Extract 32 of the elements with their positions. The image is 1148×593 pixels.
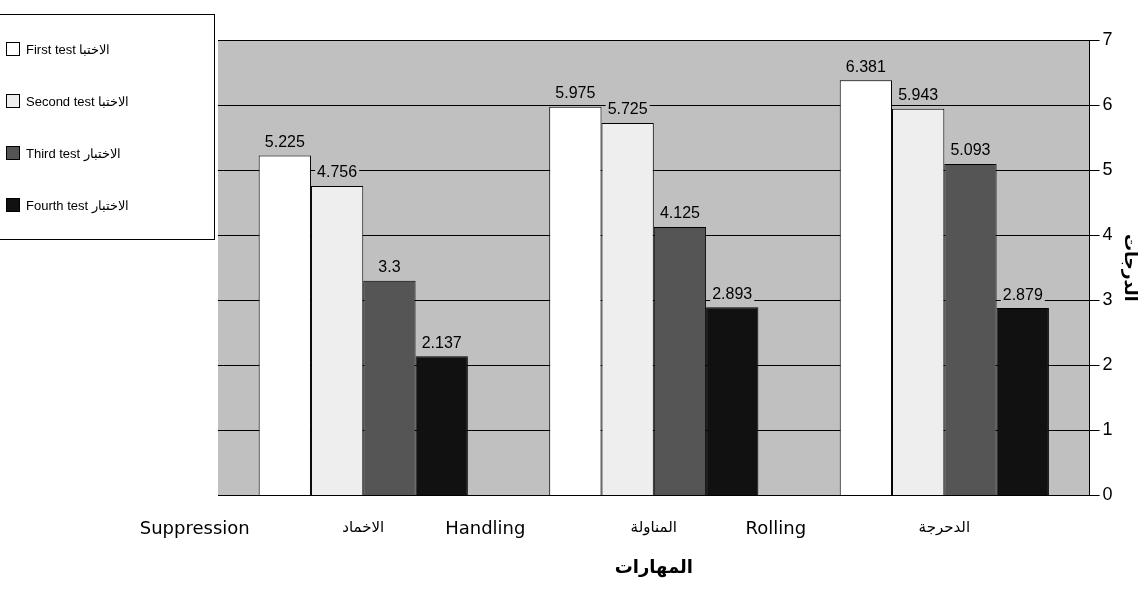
x-tick-label: الدحرجة [918, 518, 971, 537]
y-tick-label: 6 [1102, 94, 1113, 115]
data-label: 5.943 [898, 86, 939, 104]
legend-label: Second test الاختبا [26, 93, 130, 109]
data-label: 4.125 [659, 204, 701, 222]
data-label: 5.975 [555, 84, 596, 102]
data-label: 2.137 [421, 333, 462, 351]
y-tick-label: 2 [1102, 354, 1113, 375]
data-label: 2.893 [712, 284, 753, 302]
x-tick-label: الاخماد [342, 518, 385, 537]
y-axis-title: الدرجات [1121, 233, 1142, 302]
text: Rolling [745, 517, 807, 539]
y-tick-label: 3 [1102, 289, 1113, 310]
legend-label: First test الاختبا [26, 41, 111, 57]
data-label: 5.725 [607, 100, 648, 118]
x-axis-title: المهارات [614, 555, 693, 578]
data-label: 6.381 [845, 57, 886, 75]
data-label: 5.225 [264, 132, 305, 150]
y-tick-label: 4 [1102, 224, 1113, 245]
data-label: 3.3 [378, 258, 401, 276]
y-tick-label: 1 [1102, 419, 1113, 440]
data-label: 5.093 [950, 141, 991, 159]
y-tick-label: 0 [1102, 484, 1113, 505]
y-tick-label: 7 [1102, 28, 1113, 49]
legend-label: Third test الاختبار [26, 145, 121, 161]
y-tick-label: 5 [1102, 159, 1113, 180]
text: Handling [445, 517, 526, 539]
text: Suppression [139, 517, 250, 539]
x-tick-label: المناولة [630, 518, 677, 537]
data-label: 4.756 [317, 163, 358, 181]
legend-label: Fourth test الاختبار [26, 197, 129, 213]
data-label: 2.879 [1002, 285, 1043, 303]
